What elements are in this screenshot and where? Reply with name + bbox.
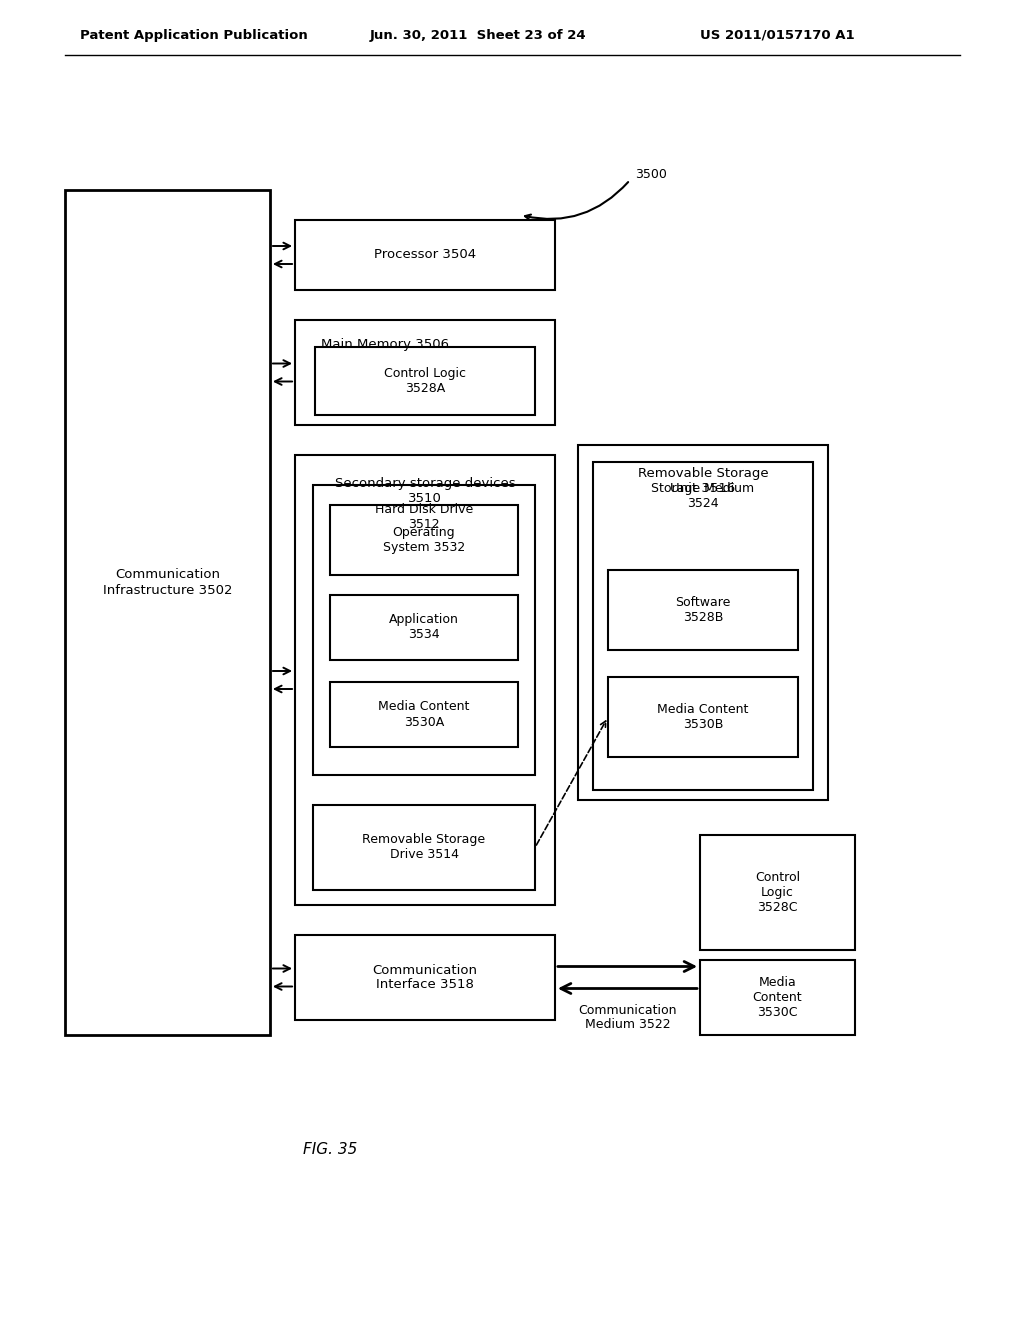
Bar (578, 445, 828, 800)
Text: Communication
Medium 3522: Communication Medium 3522 (579, 1003, 677, 1031)
Bar (313, 484, 535, 775)
Text: Media Content
3530B: Media Content 3530B (657, 704, 749, 731)
Text: Removable Storage
Unit 3516: Removable Storage Unit 3516 (638, 467, 768, 495)
Bar (593, 462, 813, 789)
Text: Application
3534: Application 3534 (389, 614, 459, 642)
Text: Media Content
3530A: Media Content 3530A (378, 701, 470, 729)
Text: Processor 3504: Processor 3504 (374, 248, 476, 261)
Text: Hard Disk Drive
3512: Hard Disk Drive 3512 (375, 503, 473, 531)
Bar (315, 347, 535, 414)
Text: Media
Content
3530C: Media Content 3530C (753, 975, 803, 1019)
Bar (65, 190, 270, 1035)
Text: FIG. 35: FIG. 35 (303, 1143, 357, 1158)
Bar (330, 506, 518, 576)
Bar (295, 319, 555, 425)
Text: 3500: 3500 (635, 169, 667, 181)
Text: Control
Logic
3528C: Control Logic 3528C (755, 871, 800, 913)
Bar (330, 595, 518, 660)
Text: Communication
Interface 3518: Communication Interface 3518 (373, 964, 477, 991)
Bar (295, 220, 555, 290)
Text: Jun. 30, 2011  Sheet 23 of 24: Jun. 30, 2011 Sheet 23 of 24 (370, 29, 587, 41)
Bar (608, 570, 798, 649)
Text: Communication
Infrastructure 3502: Communication Infrastructure 3502 (102, 569, 232, 597)
Bar (330, 682, 518, 747)
Bar (295, 455, 555, 906)
Bar (700, 836, 855, 950)
Text: Storage Medium
3524: Storage Medium 3524 (651, 482, 755, 510)
Text: Patent Application Publication: Patent Application Publication (80, 29, 308, 41)
Text: US 2011/0157170 A1: US 2011/0157170 A1 (700, 29, 855, 41)
Bar (608, 677, 798, 756)
Bar (313, 805, 535, 890)
Text: Removable Storage
Drive 3514: Removable Storage Drive 3514 (362, 833, 485, 862)
Text: Secondary storage devices
3510: Secondary storage devices 3510 (335, 477, 515, 506)
Text: Control Logic
3528A: Control Logic 3528A (384, 367, 466, 395)
Bar (700, 960, 855, 1035)
Text: Main Memory 3506: Main Memory 3506 (321, 338, 449, 351)
Text: Operating
System 3532: Operating System 3532 (383, 525, 465, 554)
Bar (295, 935, 555, 1020)
Text: Software
3528B: Software 3528B (675, 597, 731, 624)
